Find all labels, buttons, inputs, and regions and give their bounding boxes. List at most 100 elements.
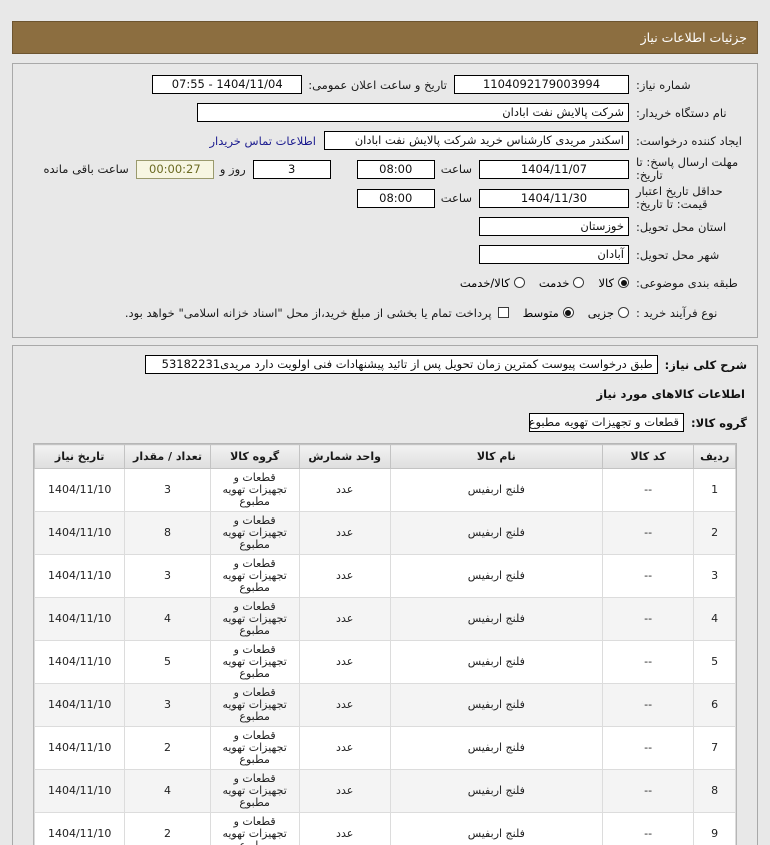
cell-code: -- bbox=[601, 640, 695, 684]
cell-group: قطعات و تجهیزات تهویه مطبوع bbox=[209, 468, 300, 512]
cell-unit: عدد bbox=[298, 511, 391, 555]
remaining-hours-label: ساعت باقی مانده bbox=[43, 162, 129, 176]
category-option-khedmat[interactable]: خدمت bbox=[539, 276, 585, 290]
cell-code: -- bbox=[601, 812, 695, 845]
col-radif[interactable]: ردیف bbox=[693, 444, 736, 469]
cell-code: -- bbox=[601, 554, 695, 598]
col-unit[interactable]: واحد شمارش bbox=[298, 444, 391, 469]
cell-name: فلنج اربفیس bbox=[389, 511, 603, 555]
process-option-jozi[interactable]: جزیی bbox=[588, 306, 629, 320]
cell-qty: 5 bbox=[124, 640, 211, 684]
validity-label: حداقل تاریخ اعتبار قیمت: تا تاریخ: bbox=[636, 184, 723, 211]
cell-unit: عدد bbox=[298, 640, 391, 684]
countdown-timer: 00:00:27 bbox=[135, 159, 214, 179]
cell-code: -- bbox=[601, 511, 695, 555]
cell-unit: عدد bbox=[298, 769, 391, 813]
cell-group: قطعات و تجهیزات تهویه مطبوع bbox=[209, 726, 300, 770]
cell-name: فلنج اربفیس bbox=[389, 468, 603, 512]
items-table: ردیف کد کالا نام کالا واحد شمارش گروه کا… bbox=[33, 444, 736, 845]
announce-date-field[interactable]: 1404/11/04 - 07:55 bbox=[152, 75, 303, 94]
page-title-bar: جزئیات اطلاعات نیاز bbox=[12, 21, 758, 54]
cell-group: قطعات و تجهیزات تهویه مطبوع bbox=[209, 554, 300, 598]
deadline-date-field[interactable]: 1404/11/07 bbox=[479, 159, 629, 179]
row-category: طبقه بندی موضوعی: کالا خدمت کالا/خدمت bbox=[23, 270, 747, 295]
radio-motevaset-icon[interactable] bbox=[562, 307, 574, 318]
cell-qty: 8 bbox=[124, 511, 211, 555]
treasury-checkbox[interactable] bbox=[497, 307, 509, 318]
row-creator: ایجاد کننده درخواست: اسکندر مریدی کارشنا… bbox=[23, 128, 747, 153]
cell-unit: عدد bbox=[298, 468, 391, 512]
category-option-kala-khedmat[interactable]: کالا/خدمت bbox=[460, 276, 525, 290]
validity-date-field[interactable]: 1404/11/30 bbox=[479, 188, 629, 208]
creator-field[interactable]: اسکندر مریدی کارشناس خرید شرکت پالایش نف… bbox=[324, 131, 629, 150]
category-option-khedmat-label: خدمت bbox=[538, 275, 570, 290]
table-row[interactable]: 4 -- فلنج اربفیس عدد قطعات و تجهیزات تهویه م… bbox=[33, 597, 736, 641]
cell-code: -- bbox=[601, 769, 695, 813]
cell-unit: عدد bbox=[298, 812, 391, 845]
col-qty[interactable]: تعداد / مقدار bbox=[124, 444, 211, 469]
validity-time-field[interactable]: 08:00 bbox=[356, 188, 435, 208]
row-description: شرح کلی نیاز: طبق درخواست پیوست کمترین ز… bbox=[23, 355, 747, 374]
need-number-field[interactable]: 1104092179003994 bbox=[454, 75, 629, 94]
deadline-label: مهلت ارسال پاسخ: تا تاریخ: bbox=[636, 155, 739, 182]
cell-qty: 3 bbox=[124, 468, 211, 512]
row-deadline: مهلت ارسال پاسخ: تا تاریخ: 1404/11/07 سا… bbox=[23, 156, 747, 182]
treasury-note: پرداخت تمام یا بخشی از مبلغ خرید،از محل … bbox=[124, 305, 492, 320]
cell-date: 1404/11/10 bbox=[33, 554, 126, 598]
table-row[interactable]: 2 -- فلنج اربفیس عدد قطعات و تجهیزات تهویه م… bbox=[33, 511, 736, 555]
province-label: استان محل تحویل: bbox=[636, 219, 727, 234]
category-label: طبقه بندی موضوعی: bbox=[636, 275, 738, 290]
cell-unit: عدد bbox=[298, 683, 391, 727]
row-buyer-org: نام دستگاه خریدار: شرکت پالایش نفت ابادا… bbox=[23, 100, 747, 125]
cell-group: قطعات و تجهیزات تهویه مطبوع bbox=[209, 640, 300, 684]
cell-radif: 4 bbox=[693, 597, 736, 641]
process-label: نوع فرآیند خرید : bbox=[636, 305, 718, 320]
table-row[interactable]: 3 -- فلنج اربفیس عدد قطعات و تجهیزات تهویه م… bbox=[33, 554, 736, 598]
process-option-motevaset[interactable]: متوسط bbox=[523, 306, 574, 320]
cell-name: فلنج اربفیس bbox=[389, 597, 603, 641]
radio-kala-khedmat-icon[interactable] bbox=[513, 277, 525, 288]
cell-name: فلنج اربفیس bbox=[389, 726, 603, 770]
buyer-org-label: نام دستگاه خریدار: bbox=[636, 105, 727, 120]
cell-group: قطعات و تجهیزات تهویه مطبوع bbox=[209, 812, 300, 845]
goods-group-field[interactable]: قطعات و تجهیزات تهویه مطبوع bbox=[529, 413, 685, 432]
cell-qty: 4 bbox=[124, 769, 211, 813]
category-option-kala[interactable]: کالا bbox=[598, 276, 629, 290]
cell-name: فلنج اربفیس bbox=[389, 554, 603, 598]
deadline-time-field[interactable]: 08:00 bbox=[356, 159, 435, 179]
cell-radif: 5 bbox=[693, 640, 736, 684]
col-group[interactable]: گروه کالا bbox=[209, 444, 300, 469]
row-process-type: نوع فرآیند خرید : جزیی متوسط پرداخت تمام… bbox=[23, 300, 747, 325]
cell-qty: 3 bbox=[124, 554, 211, 598]
col-code[interactable]: کد کالا bbox=[601, 444, 695, 469]
col-date[interactable]: تاریخ نیاز bbox=[33, 444, 126, 469]
radio-jozi-icon[interactable] bbox=[618, 307, 629, 318]
radio-khedmat-icon[interactable] bbox=[573, 277, 585, 288]
radio-kala-icon[interactable] bbox=[618, 277, 629, 288]
row-goods-group: گروه کالا: قطعات و تجهیزات تهویه مطبوع bbox=[23, 413, 747, 432]
page-root: ParsNamadData مرجع اطلاعات پایگاه اطلاع … bbox=[0, 21, 770, 845]
remaining-days-field[interactable]: 3 bbox=[252, 159, 331, 179]
col-name[interactable]: نام کالا bbox=[389, 444, 603, 469]
cell-date: 1404/11/10 bbox=[33, 468, 126, 512]
cell-radif: 3 bbox=[693, 554, 736, 598]
city-label: شهر محل تحویل: bbox=[636, 247, 720, 262]
table-row[interactable]: 6 -- فلنج اربفیس عدد قطعات و تجهیزات تهویه م… bbox=[33, 683, 736, 727]
need-number-label: شماره نیاز: bbox=[636, 77, 691, 92]
province-field[interactable]: خوزستان bbox=[479, 217, 629, 236]
table-row[interactable]: 8 -- فلنج اربفیس عدد قطعات و تجهیزات تهویه م… bbox=[33, 769, 736, 813]
table-row[interactable]: 1 -- فلنج اربفیس عدد قطعات و تجهیزات تهویه م… bbox=[33, 468, 736, 512]
city-field[interactable]: آبادان bbox=[479, 245, 629, 264]
description-field[interactable]: طبق درخواست پیوست کمترین زمان تحویل پس ا… bbox=[144, 355, 658, 374]
items-section-title: اطلاعات کالاهای مورد نیاز bbox=[596, 387, 745, 401]
cell-code: -- bbox=[601, 683, 695, 727]
cell-date: 1404/11/10 bbox=[33, 812, 126, 845]
buyer-contact-link[interactable]: اطلاعات تماس خریدار bbox=[209, 133, 316, 148]
cell-date: 1404/11/10 bbox=[33, 511, 126, 555]
table-row[interactable]: 7 -- فلنج اربفیس عدد قطعات و تجهیزات تهویه م… bbox=[33, 726, 736, 770]
table-row[interactable]: 5 -- فلنج اربفیس عدد قطعات و تجهیزات تهویه م… bbox=[33, 640, 736, 684]
buyer-org-field[interactable]: شرکت پالایش نفت ابادان bbox=[197, 103, 629, 122]
row-city: شهر محل تحویل: آبادان bbox=[23, 242, 747, 267]
cell-radif: 2 bbox=[693, 511, 736, 555]
